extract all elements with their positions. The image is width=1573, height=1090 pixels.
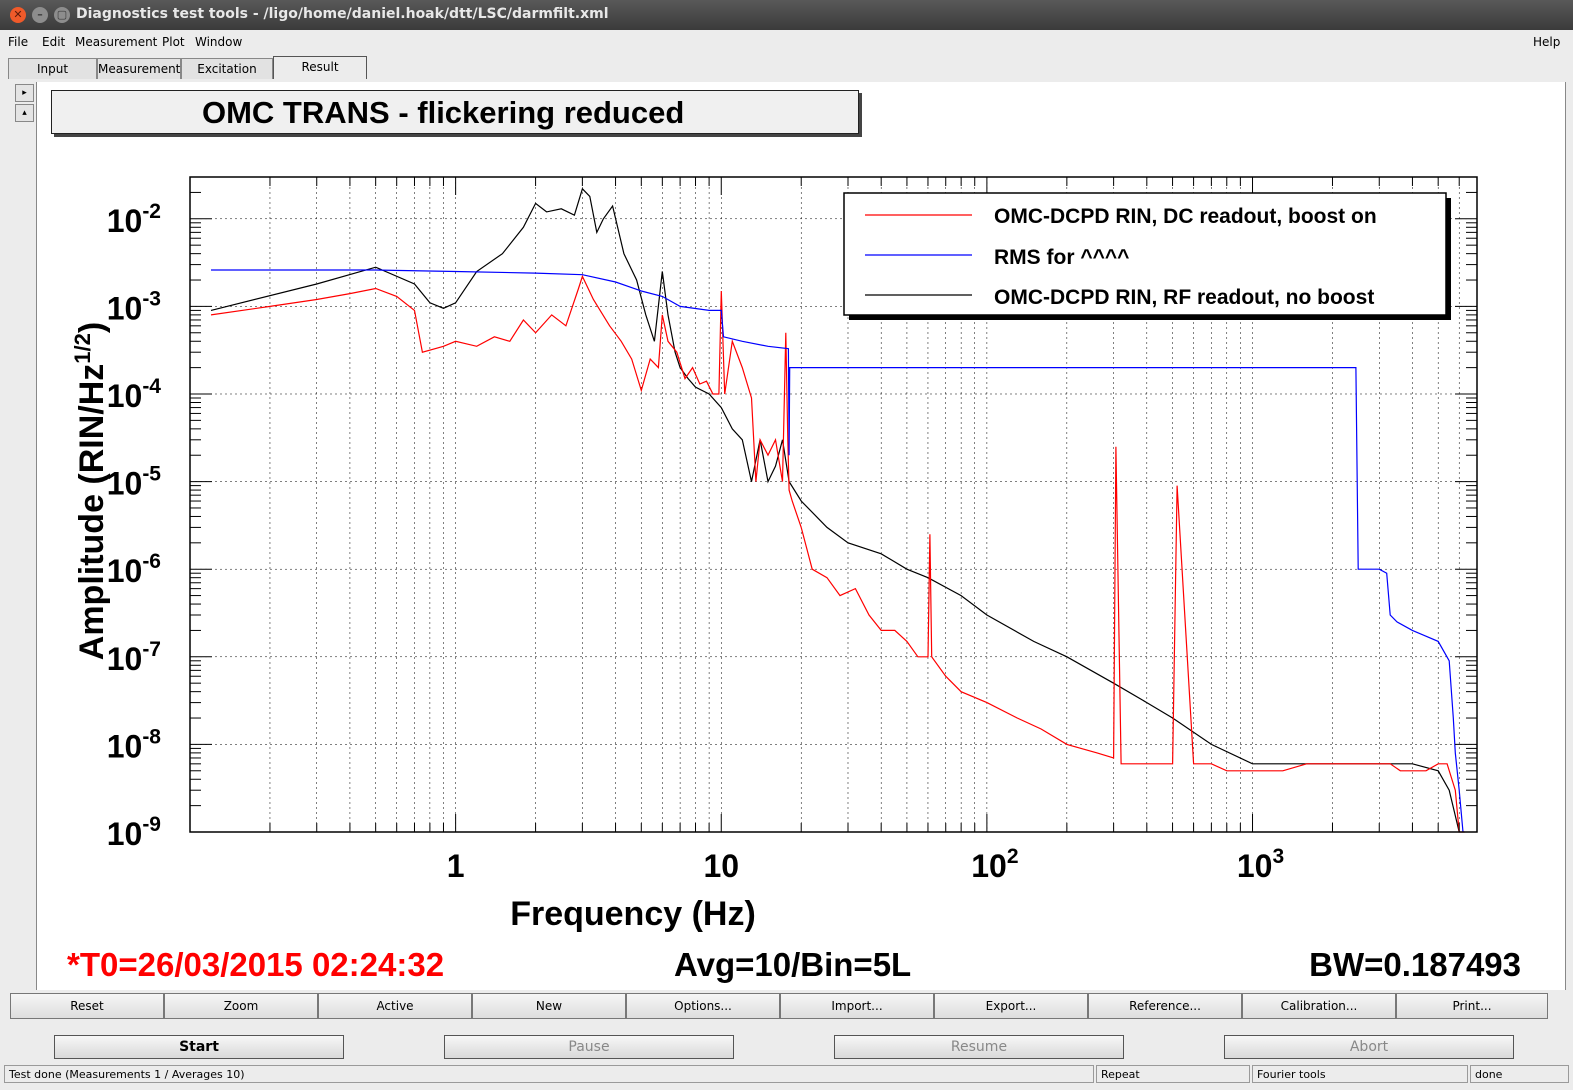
tab-measurement[interactable]: Measurement bbox=[97, 58, 181, 79]
window-title: Diagnostics test tools - /ligo/home/dani… bbox=[76, 6, 609, 22]
y-tick-label: 10-6 bbox=[107, 550, 161, 589]
tab-result[interactable]: Result bbox=[273, 56, 367, 79]
y-tick-label: 10-7 bbox=[107, 638, 161, 677]
resume-button[interactable]: Resume bbox=[834, 1035, 1124, 1059]
options-button[interactable]: Options... bbox=[626, 993, 780, 1019]
active-button[interactable]: Active bbox=[318, 993, 472, 1019]
series-line-rms bbox=[211, 269, 1464, 833]
legend-label-rf: OMC-DCPD RIN, RF readout, no boost bbox=[994, 286, 1374, 309]
scroll-right-icon[interactable]: ▸ bbox=[15, 84, 34, 102]
start-button[interactable]: Start bbox=[54, 1035, 344, 1059]
plot-title-box: OMC TRANS - flickering reduced bbox=[51, 90, 859, 134]
reference-button[interactable]: Reference... bbox=[1088, 993, 1242, 1019]
y-axis-label-close: ) bbox=[73, 322, 111, 333]
tab-bar: Input Measurement Excitation Result bbox=[0, 54, 1573, 80]
zoom-button[interactable]: Zoom bbox=[164, 993, 318, 1019]
series-line-rf-readout bbox=[210, 187, 1460, 833]
status-message: Test done (Measurements 1 / Averages 10) bbox=[4, 1065, 1094, 1083]
scroll-up-icon[interactable]: ▴ bbox=[15, 104, 34, 122]
menu-file[interactable]: File bbox=[8, 35, 29, 49]
menu-help[interactable]: Help bbox=[1533, 35, 1561, 49]
close-window-icon[interactable]: ✕ bbox=[10, 7, 26, 23]
y-tick-label: 10-5 bbox=[107, 463, 162, 502]
export-button[interactable]: Export... bbox=[934, 993, 1088, 1019]
status-tools: Fourier tools bbox=[1252, 1065, 1468, 1083]
y-tick-label: 10-9 bbox=[107, 813, 161, 852]
menu-plot[interactable]: Plot bbox=[162, 35, 185, 49]
calibration-button[interactable]: Calibration... bbox=[1242, 993, 1396, 1019]
pause-button[interactable]: Pause bbox=[444, 1035, 734, 1059]
y-tick-label: 10-4 bbox=[107, 375, 162, 414]
abort-button[interactable]: Abort bbox=[1224, 1035, 1514, 1059]
series-line-dc-readout bbox=[210, 274, 1465, 833]
menu-window[interactable]: Window bbox=[195, 35, 243, 49]
status-bar: Test done (Measurements 1 / Averages 10)… bbox=[0, 1065, 1573, 1085]
menu-bar: File Edit Measurement Plot Window Help bbox=[0, 30, 1573, 52]
x-axis-label: Frequency (Hz) bbox=[510, 895, 756, 933]
maximize-window-icon[interactable]: ▢ bbox=[54, 7, 70, 23]
menu-measurement[interactable]: Measurement bbox=[75, 35, 158, 49]
tab-input[interactable]: Input bbox=[8, 58, 97, 79]
y-tick-label: 10-2 bbox=[107, 200, 161, 239]
plot-canvas[interactable]: OMC TRANS - flickering reduced 10-2 10-3 1… bbox=[36, 82, 1566, 990]
new-button[interactable]: New bbox=[472, 993, 626, 1019]
plot-button-row: Reset Zoom Active New Options... Import.… bbox=[10, 993, 1548, 1019]
avg-bin-info: Avg=10/Bin=5L bbox=[674, 946, 911, 983]
tab-excitation[interactable]: Excitation bbox=[181, 58, 273, 79]
status-state: done bbox=[1470, 1065, 1569, 1083]
y-axis-label-sup: 1/2 bbox=[70, 333, 95, 364]
x-tick-label: 103 bbox=[1237, 845, 1284, 884]
legend-label-dc: OMC-DCPD RIN, DC readout, boost on bbox=[994, 205, 1377, 228]
x-tick-label: 10 bbox=[703, 848, 739, 884]
minimize-window-icon[interactable]: – bbox=[32, 7, 48, 23]
import-button[interactable]: Import... bbox=[780, 993, 934, 1019]
y-axis-label-main: Amplitude (RIN/Hz bbox=[73, 364, 111, 661]
plot-frame bbox=[189, 176, 1478, 833]
x-tick-label: 102 bbox=[971, 845, 1018, 884]
reset-button[interactable]: Reset bbox=[10, 993, 164, 1019]
legend-label-rms: RMS for ^^^^ bbox=[994, 246, 1129, 269]
menu-edit[interactable]: Edit bbox=[42, 35, 66, 49]
y-axis-label: Amplitude (RIN/Hz1/2) bbox=[70, 322, 111, 660]
status-repeat: Repeat bbox=[1096, 1065, 1250, 1083]
print-button[interactable]: Print... bbox=[1396, 993, 1548, 1019]
window-titlebar: ✕ – ▢ Diagnostics test tools - /ligo/hom… bbox=[0, 0, 1573, 30]
plot-title: OMC TRANS - flickering reduced bbox=[202, 95, 685, 130]
legend[interactable]: OMC-DCPD RIN, DC readout, boost on RMS f… bbox=[843, 192, 1451, 320]
spectrum-chart[interactable]: 10-2 10-3 10-4 10-5 10-6 10-7 10-8 10-9 1 10 102 1… bbox=[37, 82, 1565, 990]
control-row: Start Pause Resume Abort bbox=[0, 1033, 1573, 1061]
t0-timestamp: *T0=26/03/2015 02:24:32 bbox=[67, 946, 444, 983]
y-tick-label: 10-8 bbox=[107, 725, 162, 764]
x-tick-label: 1 bbox=[447, 848, 465, 884]
y-tick-label: 10-3 bbox=[107, 287, 161, 326]
bandwidth-info: BW=0.187493 bbox=[1309, 946, 1521, 983]
